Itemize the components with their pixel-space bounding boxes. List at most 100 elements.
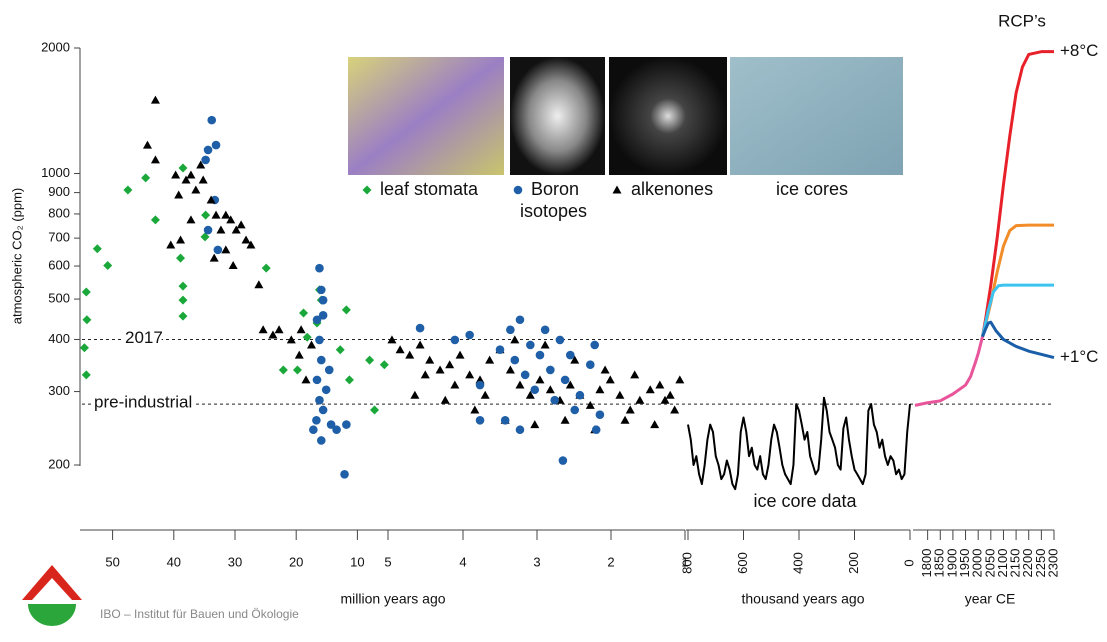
data-point — [210, 254, 219, 262]
data-point — [496, 345, 505, 354]
x-tick-label: 50 — [105, 554, 119, 569]
data-point — [212, 211, 221, 219]
data-point — [176, 254, 185, 263]
data-point — [630, 370, 639, 378]
data-point — [332, 425, 341, 434]
data-point — [675, 375, 684, 383]
legend-label: ice cores — [776, 178, 848, 200]
data-point — [336, 345, 345, 354]
data-point — [511, 356, 520, 365]
data-point — [295, 351, 304, 359]
data-point — [174, 191, 183, 199]
data-point — [171, 170, 180, 178]
data-point — [536, 351, 545, 360]
x-tick-label: 10 — [350, 554, 364, 569]
x-tick-label: 3 — [533, 554, 540, 569]
data-point — [416, 340, 425, 348]
data-point — [451, 336, 460, 345]
data-point — [216, 226, 225, 234]
data-point — [143, 141, 152, 149]
x-tick-label: 30 — [228, 554, 242, 569]
data-point — [186, 170, 195, 178]
data-point — [550, 396, 559, 405]
data-point — [313, 376, 322, 385]
data-point — [601, 365, 610, 373]
data-point — [465, 331, 474, 340]
data-point — [541, 325, 550, 334]
data-point — [590, 341, 599, 350]
data-point — [506, 325, 515, 334]
y-tick-label: 300 — [48, 383, 70, 398]
data-point — [396, 345, 405, 353]
data-point — [201, 211, 210, 220]
y-tick-label: 600 — [48, 257, 70, 272]
data-point — [561, 416, 570, 424]
data-point — [317, 356, 326, 365]
data-point — [340, 470, 349, 479]
y-tick-label: 700 — [48, 230, 70, 245]
data-point — [204, 146, 213, 155]
chart: atmospheric CO₂ (ppm) 200010009008007006… — [0, 0, 1107, 642]
data-point — [221, 211, 230, 219]
x-tick-label: 2300 — [1045, 549, 1060, 578]
data-line — [688, 398, 910, 489]
data-point — [279, 365, 288, 374]
data-point — [123, 186, 132, 195]
data-point — [586, 401, 595, 409]
data-point — [237, 220, 246, 228]
data-point — [342, 420, 351, 429]
data-point — [626, 405, 635, 413]
data-point — [204, 226, 213, 235]
photo-foraminifera — [510, 57, 605, 175]
data-point — [80, 343, 89, 352]
x-tick-label: 200 — [846, 552, 861, 574]
data-point — [103, 261, 112, 270]
y-tick-label: 1000 — [41, 165, 70, 180]
x-tick-label: 400 — [790, 552, 805, 574]
legend-label: alkenones — [631, 178, 713, 200]
data-point — [301, 375, 310, 383]
data-point — [186, 215, 195, 223]
data-point — [559, 456, 568, 465]
data-point — [345, 375, 354, 384]
data-point — [436, 365, 445, 373]
data-point — [541, 340, 550, 348]
panel-title: RCP’s — [998, 11, 1046, 30]
data-point — [506, 365, 515, 373]
x-axis-label: year CE — [965, 591, 1016, 607]
data-point — [242, 235, 251, 243]
data-point — [666, 391, 675, 399]
data-point — [303, 333, 312, 342]
data-point — [365, 356, 374, 365]
data-point — [299, 308, 308, 317]
logo-text: IBO – Institut für Bauen und Ökologie — [100, 607, 299, 621]
data-point — [254, 280, 263, 288]
data-point — [275, 325, 284, 333]
x-axis-label: thousand years ago — [742, 591, 865, 607]
data-point — [214, 246, 223, 255]
x-tick-label: 0 — [901, 559, 916, 566]
data-point — [456, 351, 465, 359]
logo-base — [28, 604, 76, 626]
logo-roof — [22, 565, 82, 600]
data-point — [445, 360, 454, 368]
data-point — [315, 336, 324, 345]
data-point — [178, 164, 187, 173]
data-point — [176, 235, 185, 243]
data-point — [655, 381, 664, 389]
data-point — [93, 244, 102, 253]
data-point — [315, 396, 324, 405]
x-tick-label: 40 — [167, 554, 181, 569]
data-point — [646, 385, 655, 393]
data-point — [595, 385, 604, 393]
data-point — [615, 391, 624, 399]
photo-leaf-stomata — [348, 57, 504, 175]
data-point — [191, 186, 200, 194]
y-tick-label: 500 — [48, 290, 70, 305]
data-point — [635, 396, 644, 404]
photo-ice-core — [730, 57, 903, 175]
data-point — [481, 391, 490, 399]
data-point — [465, 370, 474, 378]
legend-marker — [613, 186, 622, 194]
data-point — [199, 175, 208, 183]
